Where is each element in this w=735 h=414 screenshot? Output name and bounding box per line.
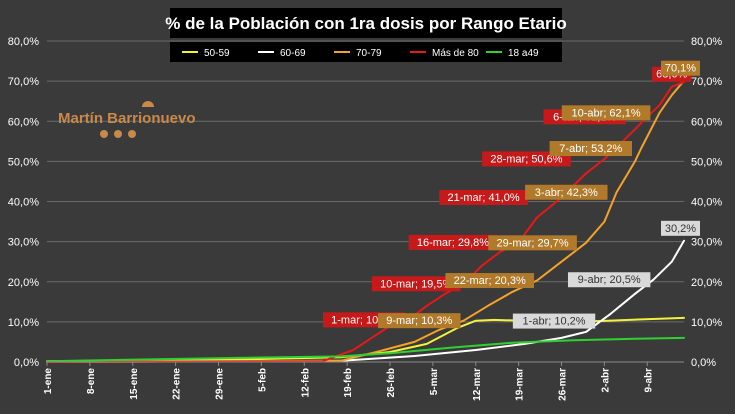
data-label: 1-abr; 10,2%: [513, 314, 595, 329]
data-label-text: 16-mar; 29,8%: [417, 237, 489, 249]
data-label-text: 1-abr; 10,2%: [523, 316, 586, 328]
y-tick-label-left: 40,0%: [8, 197, 39, 209]
x-tick-label: 22-ene: [172, 368, 183, 400]
data-label: 3-abr; 42,3%: [525, 185, 607, 200]
y-tick-label-right: 60,0%: [691, 116, 722, 128]
data-label-text: 30,2%: [665, 223, 696, 235]
data-label-text: 70,1%: [665, 63, 696, 75]
legend-entry: 50-59: [204, 48, 230, 59]
data-label: 29-mar; 29,7%: [488, 235, 577, 250]
x-tick-label: 5-feb: [257, 368, 268, 392]
data-label-text: 9-abr; 20,5%: [578, 274, 641, 286]
facebook-icon: [100, 130, 108, 138]
legend-entry: 18 a49: [508, 48, 539, 59]
x-tick-label: 5-mar: [429, 368, 440, 395]
x-tick-label: 2-abr: [600, 368, 611, 393]
data-label-text: 29-mar; 29,7%: [496, 237, 568, 249]
y-tick-label-right: 70,0%: [691, 76, 722, 88]
x-tick-label: 26-mar: [558, 368, 569, 401]
x-tick-label: 12-mar: [472, 368, 483, 401]
chart-background: [0, 0, 735, 414]
x-tick-label: 26-feb: [386, 368, 397, 397]
data-label-text: 7-abr; 53,2%: [559, 143, 622, 155]
x-tick-label: 9-abr: [643, 368, 654, 393]
data-label: 21-mar; 41,0%: [439, 190, 528, 205]
y-tick-label-left: 0,0%: [14, 357, 39, 369]
y-tick-label-right: 80,0%: [691, 36, 722, 48]
y-tick-label-left: 50,0%: [8, 156, 39, 168]
y-tick-label-left: 10,0%: [8, 317, 39, 329]
x-tick-label: 12-feb: [300, 368, 311, 397]
data-label-text: 9-mar; 10,3%: [386, 315, 452, 327]
data-label: 22-mar; 20,3%: [445, 273, 534, 288]
line-chart: 0,0% 0,0% 10,0% 10,0% 20,0% 20,0% 30,0% 30,0% 40…: [0, 0, 735, 414]
x-tick-label: 8-ene: [86, 368, 97, 395]
y-tick-label-right: 10,0%: [691, 317, 722, 329]
x-tick-label: 19-feb: [343, 368, 354, 397]
data-label-text: 10-mar; 19,5%: [380, 278, 452, 290]
y-tick-label-left: 80,0%: [8, 36, 39, 48]
brand-name: Martín Barrionuevo: [58, 110, 196, 127]
data-label: 9-abr; 20,5%: [568, 272, 650, 287]
x-tick-label: 19-mar: [515, 368, 526, 401]
legend-entry: 70-79: [356, 48, 382, 59]
data-label: 16-mar; 29,8%: [409, 235, 498, 250]
legend-entry: Más de 80: [432, 48, 479, 59]
y-tick-label-right: 50,0%: [691, 156, 722, 168]
y-tick-label-left: 30,0%: [8, 237, 39, 249]
data-label: 9-mar; 10,3%: [378, 313, 460, 328]
x-tick-label: 1-ene: [43, 368, 54, 395]
data-label: 30,2%: [661, 221, 700, 236]
data-label: 70,1%: [661, 61, 700, 76]
y-tick-label-left: 60,0%: [8, 116, 39, 128]
x-tick-label: 29-ene: [215, 368, 226, 400]
y-tick-label-right: 20,0%: [691, 277, 722, 289]
y-tick-label-left: 20,0%: [8, 277, 39, 289]
y-tick-label-left: 70,0%: [8, 76, 39, 88]
data-label: 10-abr; 62,1%: [562, 105, 651, 120]
legend: 50-59 60-69 70-79 Más de 80 18 a49: [170, 42, 562, 62]
x-tick-label: 15-ene: [129, 368, 140, 400]
data-label-text: 3-abr; 42,3%: [535, 187, 598, 199]
y-tick-label-right: 0,0%: [691, 357, 716, 369]
data-label-text: 22-mar; 20,3%: [454, 275, 526, 287]
chart-title: % de la Población con 1ra dosis por Rang…: [165, 14, 566, 33]
y-tick-label-right: 30,0%: [691, 237, 722, 249]
youtube-icon: [128, 130, 136, 138]
y-tick-label-right: 40,0%: [691, 197, 722, 209]
chart-title-box: % de la Población con 1ra dosis por Rang…: [165, 8, 566, 38]
data-label: 7-abr; 53,2%: [550, 141, 632, 156]
twitter-icon: [114, 130, 122, 138]
legend-entry: 60-69: [280, 48, 306, 59]
chart-stage: 0,0% 0,0% 10,0% 10,0% 20,0% 20,0% 30,0% 30,0% 40…: [0, 0, 735, 414]
data-label-text: 10-abr; 62,1%: [572, 107, 641, 119]
data-label-text: 21-mar; 41,0%: [447, 192, 519, 204]
